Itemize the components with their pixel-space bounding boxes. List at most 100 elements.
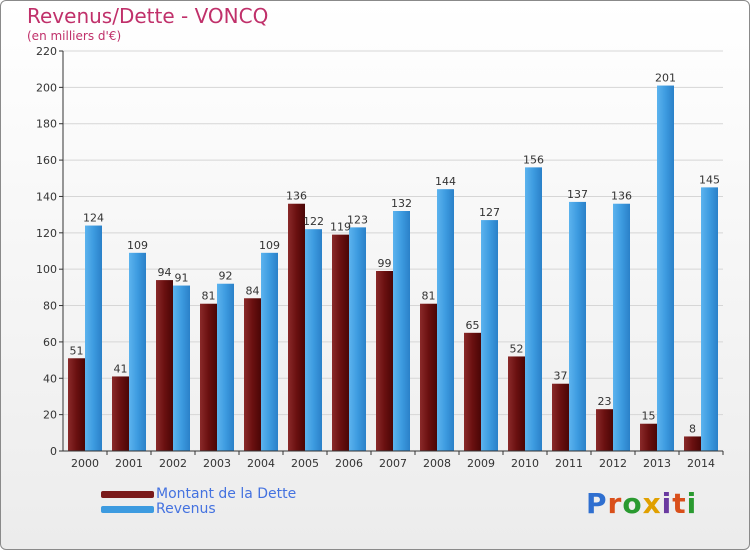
bar-dette	[332, 234, 349, 451]
data-label-revenus: 91	[175, 272, 189, 285]
bar-dette	[420, 303, 437, 451]
bar-dette	[156, 280, 173, 451]
bar-revenus	[657, 85, 674, 451]
x-tick-label: 2006	[335, 457, 363, 470]
x-tick-label: 2000	[71, 457, 99, 470]
x-tick-label: 2007	[379, 457, 407, 470]
data-label-dette: 94	[158, 266, 172, 279]
data-label-revenus: 136	[611, 190, 632, 203]
y-tick-label: 60	[43, 336, 57, 349]
legend-label-dette: Montant de la Dette	[156, 486, 297, 502]
data-label-dette: 52	[510, 342, 524, 355]
brand-letter: r	[607, 487, 623, 520]
legend-swatch-revenus	[101, 506, 154, 513]
data-label-revenus: 144	[435, 175, 456, 188]
bar-dette	[684, 436, 701, 451]
brand-logo: Proxiti	[586, 487, 697, 520]
y-tick-label: 80	[43, 300, 57, 313]
data-label-revenus: 109	[127, 239, 148, 252]
chart-subtitle: (en milliers d'€)	[27, 29, 122, 43]
x-tick-label: 2009	[467, 457, 495, 470]
x-tick-label: 2005	[291, 457, 319, 470]
bar-dette	[68, 358, 85, 451]
data-label-dette: 99	[378, 257, 392, 270]
data-label-dette: 51	[70, 344, 84, 357]
x-tick-label: 2002	[159, 457, 187, 470]
y-tick-label: 220	[36, 45, 57, 58]
brand-letter: x	[642, 487, 662, 520]
data-label-revenus: 123	[347, 213, 368, 226]
data-label-dette: 41	[114, 362, 128, 375]
x-tick-label: 2012	[599, 457, 627, 470]
data-label-dette: 136	[286, 190, 307, 203]
bar-revenus	[525, 167, 542, 451]
bar-dette	[244, 298, 261, 451]
bar-revenus	[129, 252, 146, 451]
bar-revenus	[613, 203, 630, 451]
bar-dette	[288, 203, 305, 451]
y-tick-label: 40	[43, 372, 57, 385]
brand-letter: o	[622, 487, 643, 520]
x-tick-label: 2013	[643, 457, 671, 470]
data-label-revenus: 109	[259, 239, 280, 252]
bar-dette	[596, 409, 613, 451]
data-label-dette: 65	[466, 319, 480, 332]
bar-revenus	[305, 229, 322, 451]
y-tick-label: 20	[43, 409, 57, 422]
data-label-dette: 37	[554, 370, 568, 383]
bar-revenus	[173, 285, 190, 451]
chart-title: Revenus/Dette - VONCQ	[27, 4, 269, 28]
bar-dette	[464, 332, 481, 451]
bar-dette	[376, 271, 393, 451]
legend-swatch-dette	[101, 491, 154, 498]
bar-revenus	[217, 283, 234, 451]
bar-revenus	[481, 220, 498, 451]
brand-letter: t	[672, 487, 687, 520]
brand-letter: i	[661, 487, 673, 520]
x-tick-label: 2010	[511, 457, 539, 470]
bar-dette	[508, 356, 525, 451]
bar-revenus	[349, 227, 366, 451]
bar-dette	[200, 303, 217, 451]
y-tick-label: 100	[36, 263, 57, 276]
x-tick-label: 2011	[555, 457, 583, 470]
data-label-dette: 84	[246, 284, 260, 297]
bar-revenus	[85, 225, 102, 451]
data-label-revenus: 92	[219, 270, 233, 283]
bar-dette	[552, 383, 569, 451]
y-tick-label: 140	[36, 190, 57, 203]
data-label-dette: 8	[689, 422, 696, 435]
bar-revenus	[569, 201, 586, 451]
y-tick-label: 0	[50, 445, 57, 458]
bar-dette	[640, 423, 657, 451]
y-tick-label: 120	[36, 227, 57, 240]
data-label-dette: 119	[330, 221, 351, 234]
y-tick-label: 160	[36, 154, 57, 167]
data-label-dette: 23	[598, 395, 612, 408]
data-label-revenus: 127	[479, 206, 500, 219]
y-tick-label: 180	[36, 118, 57, 131]
data-label-dette: 81	[202, 290, 216, 303]
bar-dette	[112, 376, 129, 451]
data-label-revenus: 132	[391, 197, 412, 210]
x-tick-label: 2001	[115, 457, 143, 470]
x-tick-label: 2004	[247, 457, 275, 470]
data-label-revenus: 201	[655, 72, 676, 85]
y-tick-label: 200	[36, 81, 57, 94]
brand-letter: i	[686, 487, 698, 520]
data-label-revenus: 156	[523, 153, 544, 166]
bar-revenus	[701, 187, 718, 451]
brand-letter: P	[586, 487, 608, 520]
x-tick-label: 2003	[203, 457, 231, 470]
data-label-revenus: 122	[303, 215, 324, 228]
data-label-dette: 81	[422, 290, 436, 303]
data-label-revenus: 124	[83, 212, 104, 225]
bar-revenus	[261, 252, 278, 451]
data-label-revenus: 145	[699, 173, 720, 186]
bar-revenus	[393, 211, 410, 451]
bar-revenus	[437, 189, 454, 451]
x-tick-label: 2008	[423, 457, 451, 470]
data-label-revenus: 137	[567, 188, 588, 201]
x-tick-label: 2014	[687, 457, 715, 470]
